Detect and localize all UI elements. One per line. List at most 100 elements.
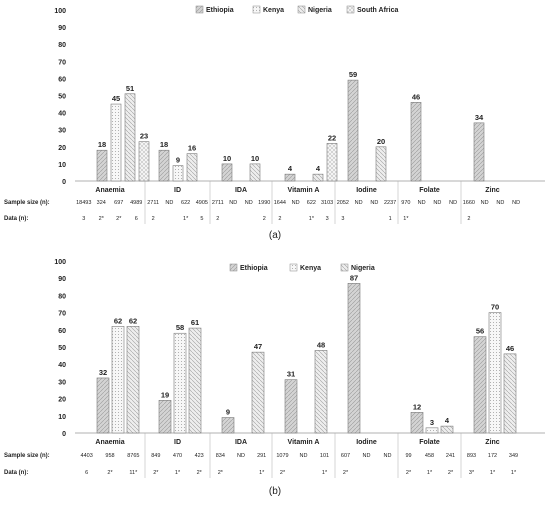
data-n-cell: 6	[85, 470, 88, 476]
panel-caption: (a)	[269, 230, 281, 241]
y-tick-label: 100	[54, 8, 66, 15]
sample-size-cell: 99	[405, 453, 411, 459]
y-tick-label: 30	[58, 379, 66, 386]
sample-size-cell: 2052	[337, 200, 349, 206]
bar	[347, 79, 359, 182]
bar	[221, 417, 235, 434]
sample-size-cell: 1079	[276, 453, 288, 459]
data-n-cell: 2*	[218, 470, 224, 476]
legend-label: Nigeria	[351, 265, 375, 272]
y-tick-label: 60	[58, 328, 66, 335]
data-row-label: Data (n):	[4, 470, 28, 476]
sample-size-cell: ND	[449, 200, 457, 206]
sample-size-cell: 1660	[463, 200, 475, 206]
y-tick-label: 40	[58, 111, 66, 118]
data-label: 62	[114, 316, 122, 325]
y-tick-label: 70	[58, 311, 66, 318]
data-n-cell: 1*	[309, 216, 315, 222]
data-n-cell: 1*	[183, 216, 189, 222]
data-label: 45	[112, 94, 120, 103]
data-label: 12	[413, 402, 421, 411]
sample-size-cell: 1644	[274, 200, 286, 206]
sample-size-row-label: Sample size (n):	[4, 453, 50, 459]
data-n-cell: 3	[82, 216, 85, 222]
data-label: 59	[349, 70, 357, 79]
data-n-cell: 2*	[406, 470, 412, 476]
bar	[326, 143, 338, 182]
data-n-cell: 2*	[448, 470, 454, 476]
data-label: 10	[223, 154, 231, 163]
sample-size-cell: 172	[488, 453, 497, 459]
sample-size-cell: 101	[320, 453, 329, 459]
sample-size-cell: 1990	[258, 200, 270, 206]
bar	[284, 379, 298, 434]
data-label: 4	[445, 416, 450, 425]
data-n-cell: 6	[135, 216, 138, 222]
data-label: 20	[377, 137, 385, 146]
data-label: 56	[476, 327, 484, 336]
sample-size-cell: ND	[165, 200, 173, 206]
bar	[410, 412, 424, 434]
sample-size-cell: ND	[433, 200, 441, 206]
data-label: 3	[430, 418, 434, 427]
bar	[221, 163, 233, 182]
sample-size-cell: ND	[418, 200, 426, 206]
bar	[284, 173, 296, 182]
data-n-cell: 2*	[343, 470, 349, 476]
bar	[410, 102, 422, 182]
data-n-cell: 1*	[511, 470, 517, 476]
data-label: 18	[98, 140, 106, 149]
data-label: 51	[126, 84, 134, 93]
legend-swatch	[289, 263, 298, 272]
legend-label: South Africa	[357, 7, 398, 14]
data-n-cell: 3	[341, 216, 344, 222]
bar	[138, 141, 150, 182]
y-tick-label: 80	[58, 42, 66, 49]
bar	[251, 351, 265, 434]
legend-label: Ethiopia	[240, 265, 268, 272]
sample-size-cell: 291	[257, 453, 266, 459]
bar	[96, 377, 110, 434]
sample-size-cell: 349	[509, 453, 518, 459]
data-label: 9	[226, 408, 230, 417]
sample-size-cell: 607	[341, 453, 350, 459]
category-label: ID	[174, 187, 181, 194]
bar	[314, 350, 328, 434]
data-label: 10	[251, 154, 259, 163]
sample-size-cell: 2711	[212, 200, 224, 206]
y-tick-label: 10	[58, 414, 66, 421]
data-n-cell: 3	[326, 216, 329, 222]
data-label: 16	[188, 144, 196, 153]
category-label: Iodine	[356, 439, 377, 446]
bar	[249, 163, 261, 182]
sample-size-cell: 697	[114, 200, 123, 206]
sample-size-cell: 834	[216, 453, 225, 459]
sample-size-row-label: Sample size (n):	[4, 200, 50, 206]
category-label: Anaemia	[95, 187, 124, 194]
data-n-cell: 2	[278, 216, 281, 222]
legend-swatch	[252, 5, 261, 14]
category-label: Folate	[419, 439, 440, 446]
bar	[158, 400, 172, 434]
chart-panel-a: 0 10 20 30 40 50 60 70 80 90 100 Ethiopia Kenya Niger…	[4, 5, 545, 241]
data-n-cell: 1*	[322, 470, 328, 476]
chart-panel-b: 0 10 20 30 40 50 60 70 80 90 100 Ethiopia Kenya Niger…	[4, 259, 545, 497]
sample-size-cell: ND	[512, 200, 520, 206]
category-label: ID	[174, 439, 181, 446]
data-n-cell: 2	[467, 216, 470, 222]
y-tick-label: 90	[58, 25, 66, 32]
data-label: 46	[506, 344, 514, 353]
data-n-cell: 2	[263, 216, 266, 222]
sample-size-cell: 324	[97, 200, 106, 206]
legend-swatch	[346, 5, 355, 14]
y-tick-label: 60	[58, 76, 66, 83]
y-tick-label: 30	[58, 128, 66, 135]
bar	[124, 93, 136, 182]
sample-size-cell: 241	[446, 453, 455, 459]
data-n-cell: 5	[200, 216, 203, 222]
data-n-cell: 2*	[153, 470, 159, 476]
data-n-cell: 2*	[116, 216, 122, 222]
y-tick-label: 100	[54, 259, 66, 266]
